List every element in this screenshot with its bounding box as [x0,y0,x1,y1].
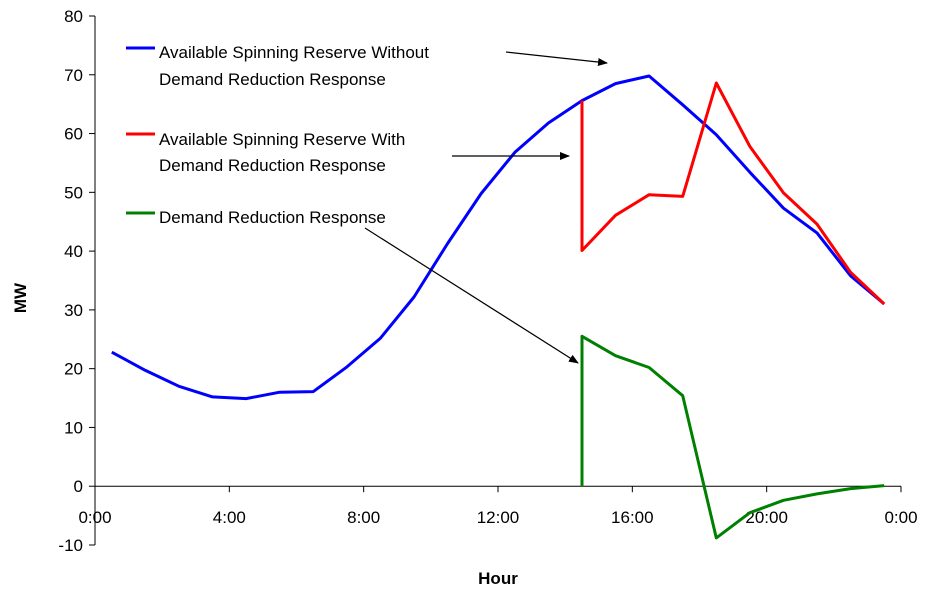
y-tick-label: 60 [64,125,83,144]
y-tick-label: 30 [64,301,83,320]
series-lines [111,74,886,540]
y-axis-title: MW [11,282,30,313]
x-tick-label: 20:00 [745,508,788,527]
legend-arrow [505,51,608,67]
legend-arrow [364,227,579,364]
legend-label: Demand Reduction Response [159,208,386,227]
x-axis-ticks: 0:00 4:00 8:00 12:00 16:00 20:00 0:00 [78,486,918,527]
legend-label: Demand Reduction Response [159,156,386,175]
y-tick-label: 80 [64,7,83,26]
x-axis-title: Hour [478,569,518,588]
legend-arrows [364,51,608,364]
y-tick-label: 40 [64,242,83,261]
series-line-with-drr [580,81,886,306]
x-tick-label: 0:00 [884,508,917,527]
y-tick-label: 70 [64,66,83,85]
x-tick-label: 12:00 [477,508,520,527]
legend-label: Available Spinning Reserve With [159,130,405,149]
y-axis-ticks: -10 0 10 20 30 40 50 60 70 80 [58,7,95,555]
chart-axes [94,16,901,545]
y-tick-label: 20 [64,360,83,379]
y-tick-label: 0 [74,477,83,496]
series-line-without-drr [111,74,886,401]
x-tick-label: 16:00 [611,508,654,527]
x-tick-label: 0:00 [78,508,111,527]
x-tick-label: 8:00 [347,508,380,527]
series-line-drr [580,334,885,540]
y-tick-label: -10 [58,536,83,555]
legend: Available Spinning Reserve Without Demand… [126,43,429,227]
y-tick-label: 10 [64,418,83,437]
x-tick-label: 4:00 [213,508,246,527]
y-tick-label: 50 [64,183,83,202]
legend-label: Demand Reduction Response [159,70,386,89]
legend-label: Available Spinning Reserve Without [159,43,429,62]
